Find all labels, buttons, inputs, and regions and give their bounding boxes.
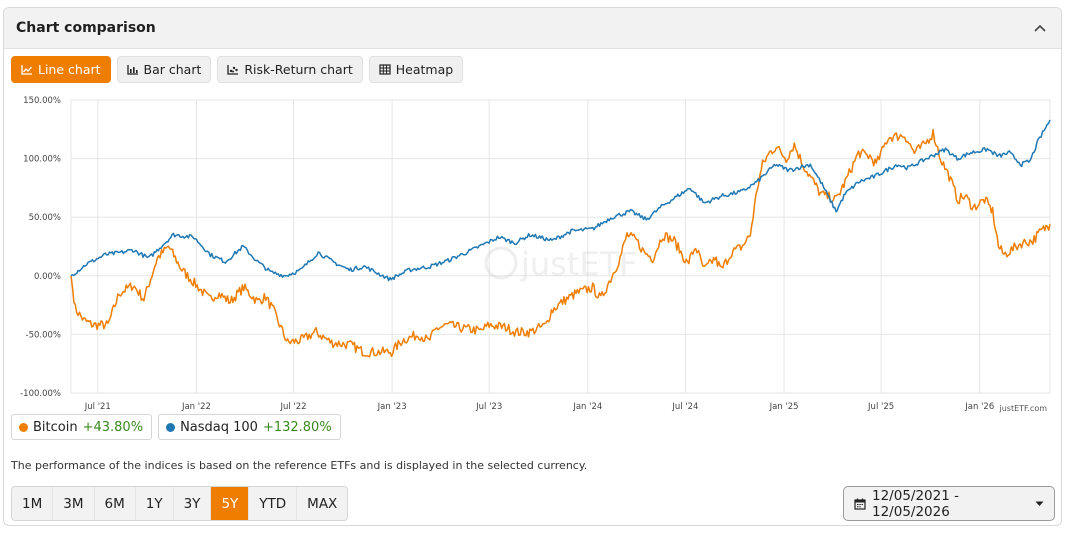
line-chart-svg: justETF 150.00% 100.00% 50.00% 0.00% -50.00%… xyxy=(20,96,1051,412)
period-3m[interactable]: 3M xyxy=(53,487,95,520)
y-tick-label: 0.00% xyxy=(34,272,61,282)
series-line-bitcoin xyxy=(70,128,1051,358)
legend-dot xyxy=(19,422,28,432)
scatter-chart-icon xyxy=(227,65,239,75)
x-tick-label: Jan '23 xyxy=(377,402,407,412)
period-ytd[interactable]: YTD xyxy=(249,487,298,520)
x-tick-label: Jul '22 xyxy=(279,402,306,412)
card-header[interactable]: Chart comparison xyxy=(4,8,1061,49)
line-chart-icon xyxy=(21,65,32,75)
period-1m[interactable]: 1M xyxy=(12,487,54,520)
chart-credit[interactable]: justETF.com xyxy=(999,404,1047,413)
legend-item-bitcoin[interactable]: Bitcoin +43.80% xyxy=(11,414,153,440)
period-max[interactable]: MAX xyxy=(307,495,338,512)
y-tick-label: 50.00% xyxy=(29,213,61,223)
period-3y[interactable]: 3Y xyxy=(174,487,212,520)
x-tick-label: Jul '21 xyxy=(84,402,111,412)
chart-type-tabs: Line chart Bar chart Risk-Return chart H… xyxy=(11,56,464,83)
legend-name: Bitcoin xyxy=(33,419,78,435)
y-tick-label: 100.00% xyxy=(23,155,61,165)
heatmap-icon xyxy=(379,64,391,75)
chevron-up-icon[interactable] xyxy=(1033,21,1047,35)
y-axis: 150.00% 100.00% 50.00% 0.00% -50.00% -100.00% xyxy=(20,96,61,399)
tab-label: Heatmap xyxy=(395,62,454,77)
currency-note: The performance of the indices is based … xyxy=(11,459,588,472)
bar-chart-icon xyxy=(126,65,138,75)
x-tick-label: Jul '23 xyxy=(475,402,502,412)
series xyxy=(70,119,1051,358)
legend-performance: +43.80% xyxy=(82,419,144,435)
watermark: justETF xyxy=(484,245,638,283)
period-1y[interactable]: 1Y xyxy=(136,487,174,520)
x-tick-label: Jan '22 xyxy=(181,402,211,412)
tab-bar-chart[interactable]: Bar chart xyxy=(116,56,212,83)
period-selector: 1M 3M 6M 1Y 3Y 5Y YTD MAX xyxy=(11,486,349,521)
legend-performance: +132.80% xyxy=(262,419,332,435)
calendar-icon xyxy=(854,498,866,510)
series-line-nasdaq-100 xyxy=(70,119,1051,282)
tab-label: Bar chart xyxy=(143,62,202,77)
tab-label: Risk-Return chart xyxy=(244,62,353,77)
x-tick-label: Jul '25 xyxy=(867,402,894,412)
y-tick-label: -100.00% xyxy=(20,389,61,399)
y-tick-label: -50.00% xyxy=(26,330,61,340)
line-chart: justETF 150.00% 100.00% 50.00% 0.00% -50.00%… xyxy=(4,88,1061,418)
tab-heatmap[interactable]: Heatmap xyxy=(368,56,464,83)
x-tick-label: Jan '26 xyxy=(964,402,994,412)
date-range-label: 12/05/2021 - 12/05/2026 xyxy=(872,487,959,520)
chart-comparison-card: Chart comparison Line chart Bar chart Ri… xyxy=(3,7,1062,526)
x-tick-label: Jul '24 xyxy=(671,402,698,412)
card-title: Chart comparison xyxy=(16,20,156,36)
legend: Bitcoin +43.80% Nasdaq 100 +132.80% xyxy=(11,414,341,440)
tab-label: Line chart xyxy=(38,62,101,77)
grid xyxy=(70,99,1051,394)
tab-line-chart[interactable]: Line chart xyxy=(11,56,111,83)
period-5y[interactable]: 5Y xyxy=(211,487,250,520)
watermark-text: justETF xyxy=(520,245,638,283)
period-6m[interactable]: 6M xyxy=(95,487,136,520)
x-axis: Jul '21 Jan '22 Jul '22 Jan '23 Jul '23 Jan '… xyxy=(84,402,995,412)
legend-name: Nasdaq 100 xyxy=(180,419,258,435)
date-range-picker[interactable]: 12/05/2021 - 12/05/2026 xyxy=(843,486,1055,521)
x-tick-label: Jan '24 xyxy=(572,402,602,412)
tab-risk-return-chart[interactable]: Risk-Return chart xyxy=(217,56,363,83)
x-tick-label: Jan '25 xyxy=(769,402,799,412)
legend-dot xyxy=(166,422,176,432)
y-tick-label: 150.00% xyxy=(23,96,61,106)
legend-item-nasdaq-100[interactable]: Nasdaq 100 +132.80% xyxy=(158,414,341,440)
caret-down-icon xyxy=(1035,501,1044,506)
